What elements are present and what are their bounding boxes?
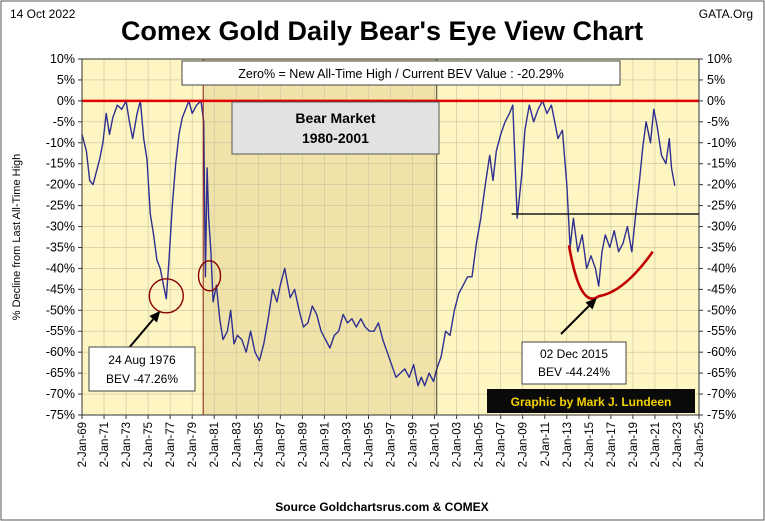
x-tick-label: 2-Jan-77: [165, 422, 177, 467]
y-tick-label-right: -45%: [707, 282, 736, 296]
arrow-1976: [127, 318, 154, 350]
y-tick-label-left: -30%: [46, 220, 75, 234]
info-box-text: Zero% = New All-Time High / Current BEV …: [238, 67, 563, 81]
x-tick-label: 2-Jan-87: [275, 422, 287, 467]
annotation-2015-box: [521, 341, 627, 385]
y-tick-label-left: -35%: [46, 240, 75, 254]
y-tick-label-left: -70%: [46, 387, 75, 401]
y-tick-label-right: -55%: [707, 324, 736, 338]
x-tick-label: 2-Jan-97: [386, 422, 398, 467]
y-tick-label-left: 0%: [57, 94, 75, 108]
x-tick-label: 2-Jan-81: [209, 422, 221, 467]
info-box: [181, 60, 621, 86]
x-tick-label: 2-Jan-83: [231, 422, 243, 467]
plot-border: [81, 58, 700, 416]
x-tick-label: 2-Jan-11: [540, 422, 552, 467]
y-tick-label-right: 0%: [707, 94, 725, 108]
y-tick-label-right: -30%: [707, 220, 736, 234]
y-axis-left: 10% 5% 0% -5% -10% -15% -20% -25% -30% -35% -40% -4…: [46, 52, 82, 422]
date-label: 14 Oct 2022: [10, 7, 76, 21]
bear-market-label-line1: Bear Market: [295, 110, 375, 126]
x-tick-label: 2-Jan-09: [518, 422, 530, 467]
x-tick-label: 2-Jan-93: [341, 422, 353, 467]
chart-title: Comex Gold Daily Bear's Eye View Chart: [121, 16, 643, 46]
y-tick-label-right: -60%: [707, 345, 736, 359]
x-tick-label: 2-Jan-75: [143, 422, 155, 467]
x-tick-label: 2-Jan-73: [121, 422, 133, 467]
marker-1976-circle: [148, 278, 184, 314]
x-tick-label: 2-Jan-03: [452, 422, 464, 467]
x-tick-label: 2-Jan-17: [606, 422, 618, 467]
x-tick-label: 2-Jan-95: [363, 422, 375, 467]
x-tick-label: 2-Jan-07: [496, 422, 508, 467]
annotation-1976-box: [88, 346, 196, 392]
x-tick-label: 2-Jan-99: [408, 422, 420, 467]
y-tick-label-left: -65%: [46, 366, 75, 380]
arrowhead-1976: [149, 310, 161, 323]
y-tick-label-right: -20%: [707, 178, 736, 192]
series-bev-line: [81, 100, 676, 387]
source-text: Source Goldchartsrus.com & COMEX: [275, 500, 488, 514]
x-tick-label: 2-Jan-85: [253, 422, 265, 467]
annotation-1976-line1: 24 Aug 1976: [108, 353, 176, 367]
y-tick-label-right: -50%: [707, 303, 736, 317]
x-tick-label: 2-Jan-19: [628, 422, 640, 467]
arrow-2015: [560, 305, 590, 335]
y-tick-label-right: -10%: [707, 136, 736, 150]
y-tick-label-left: -45%: [46, 282, 75, 296]
y-tick-label-right: -40%: [707, 261, 736, 275]
x-axis: 2-Jan-69 2-Jan-71 2-Jan-73 2-Jan-75 2-Jan-77…: [77, 415, 706, 467]
x-tick-label: 2-Jan-91: [319, 422, 331, 467]
x-tick-label: 2-Jan-89: [297, 422, 309, 467]
marker-1980-ellipse: [197, 260, 222, 292]
annotation-1976-line2: BEV -47.26%: [106, 372, 178, 386]
y-tick-label-right: -35%: [707, 240, 736, 254]
x-tick-label: 2-Jan-21: [650, 422, 662, 467]
y-tick-label-right: 10%: [707, 52, 732, 66]
x-tick-label: 2-Jan-13: [562, 422, 574, 467]
marker-2015-arc: [567, 245, 654, 300]
y-tick-label-left: -25%: [46, 199, 75, 213]
arrowhead-2015: [585, 298, 597, 310]
credit-box: [487, 389, 695, 413]
bear-market-box: [231, 101, 440, 155]
x-tick-label: 2-Jan-23: [672, 422, 684, 467]
credit-text: Graphic by Mark J. Lundeen: [511, 395, 672, 409]
y-tick-label-left: -5%: [53, 115, 75, 129]
site-label: GATA.Org: [699, 7, 753, 21]
y-tick-label-left: -20%: [46, 178, 75, 192]
y-tick-label-left: -55%: [46, 324, 75, 338]
y-tick-label-left: -50%: [46, 303, 75, 317]
x-tick-label: 2-Jan-71: [99, 422, 111, 467]
x-tick-label: 2-Jan-25: [694, 422, 706, 467]
y-tick-label-right: -65%: [707, 366, 736, 380]
x-tick-label: 2-Jan-79: [187, 422, 199, 467]
annotation-2015-line1: 02 Dec 2015: [540, 347, 608, 361]
y-tick-label-left: -60%: [46, 345, 75, 359]
y-tick-label-left: -15%: [46, 157, 75, 171]
y-axis-title: % Decline from Last All-Time High: [11, 154, 23, 320]
y-tick-label-left: -10%: [46, 136, 75, 150]
y-tick-label-right: -15%: [707, 157, 736, 171]
x-tick-label: 2-Jan-15: [584, 422, 596, 467]
y-tick-label-right: -70%: [707, 387, 736, 401]
y-tick-label-left: -75%: [46, 408, 75, 422]
x-tick-label: 2-Jan-05: [474, 422, 486, 467]
x-tick-label: 2-Jan-69: [77, 422, 89, 467]
y-axis-right: 10% 5% 0% -5% -10% -15% -20% -25% -30% -35% -40% -4…: [699, 52, 736, 422]
annotation-2015-line2: BEV -44.24%: [538, 365, 610, 379]
y-tick-label-right: -75%: [707, 408, 736, 422]
y-tick-label-left: 5%: [57, 73, 75, 87]
x-tick-label: 2-Jan-01: [430, 422, 442, 467]
y-tick-label-right: -5%: [707, 115, 729, 129]
bear-market-label-line2: 1980-2001: [302, 130, 369, 146]
y-tick-label-right: 5%: [707, 73, 725, 87]
y-tick-label-right: -25%: [707, 199, 736, 213]
y-tick-label-left: -40%: [46, 261, 75, 275]
y-tick-label-left: 10%: [50, 52, 75, 66]
